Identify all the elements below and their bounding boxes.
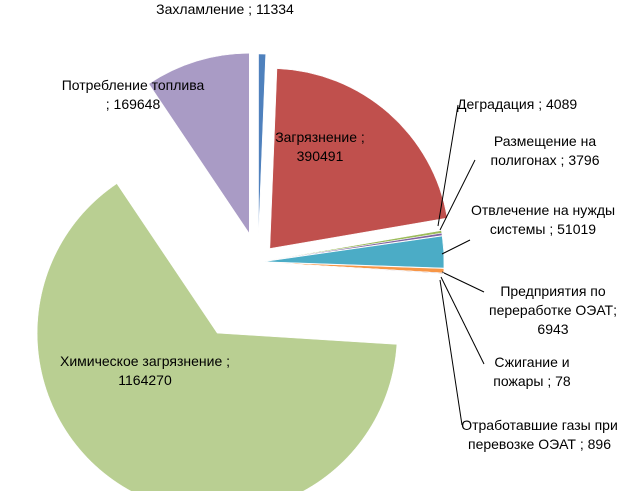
pie-slice [263,232,443,262]
leader-line [437,104,459,227]
data-label: Загрязнение ; 390491 [275,129,365,164]
data-label: Деградация ; 4089 [457,96,578,112]
leader-line [440,276,485,365]
leader-line [439,279,463,426]
data-label: Предприятия по переработке ОЭАТ; 6943 [488,283,618,337]
pie-slice [269,68,448,249]
pie-slice [148,53,250,235]
leader-line [441,239,471,255]
pie-slice [36,183,398,491]
data-label: Отвлечение на нужды системы ; 51019 [470,202,616,237]
data-label: Сжигание и пожары ; 78 [493,354,571,389]
leader-line [441,271,485,293]
leader-line [439,159,476,231]
data-label: Захламление ; 11334 [156,1,294,17]
data-label: Размещение на полигонах ; 3796 [490,133,600,168]
data-label: Отработавшие газы при перевозке ОЭАТ ; 8… [461,417,618,452]
pie-slice [258,53,266,235]
pie-slice [263,262,444,274]
data-label: Потребление топлива ; 169648 [61,77,205,112]
pie-slice [263,235,445,269]
data-label: Химическое загрязнение ; 1164270 [60,353,231,388]
